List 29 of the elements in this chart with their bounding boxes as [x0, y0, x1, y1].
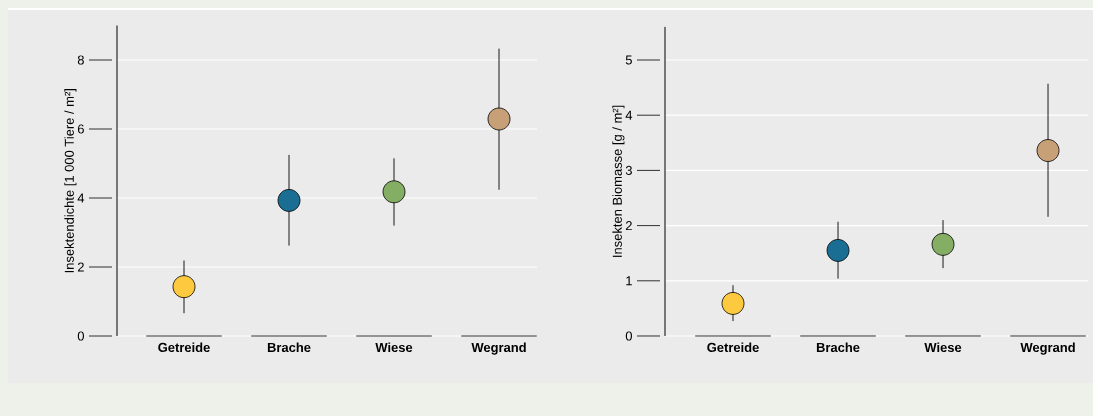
y-tick-label: 8	[77, 55, 84, 65]
x-tick-label: Wiese	[924, 342, 962, 353]
x-tick-label: Getreide	[707, 342, 759, 353]
y-tick-label: 0	[625, 331, 632, 341]
point	[721, 292, 745, 315]
y-tick-label: 2	[77, 262, 84, 272]
point	[382, 180, 406, 204]
y-tick-label: 2	[625, 221, 632, 231]
y-tick-label: 0	[77, 331, 84, 341]
y-tick-label: 1	[626, 276, 632, 286]
y-tick-label: 4	[625, 110, 633, 120]
point	[277, 189, 301, 212]
point	[931, 232, 955, 256]
point	[487, 107, 511, 131]
y-tick-label: 6	[77, 124, 84, 134]
y-tick-label: 4	[77, 193, 85, 203]
x-tick-label: Wegrand	[1020, 342, 1075, 355]
x-tick-label: Wegrand	[471, 342, 526, 355]
point	[826, 239, 850, 262]
y-tick-label: 5	[625, 55, 632, 65]
y-axis-title: Insektendichte [1 000 Tiere / m²]	[64, 89, 77, 273]
point	[172, 275, 196, 299]
y-tick-label: 3	[625, 165, 632, 175]
x-tick-label: Getreide	[158, 342, 210, 353]
y-axis-title: Insekten Biomasse [g / m²]	[612, 105, 625, 257]
x-tick-label: Wiese	[375, 342, 413, 353]
point	[1036, 139, 1060, 162]
x-tick-label: Brache	[267, 342, 311, 353]
x-tick-label: Brache	[816, 342, 860, 353]
